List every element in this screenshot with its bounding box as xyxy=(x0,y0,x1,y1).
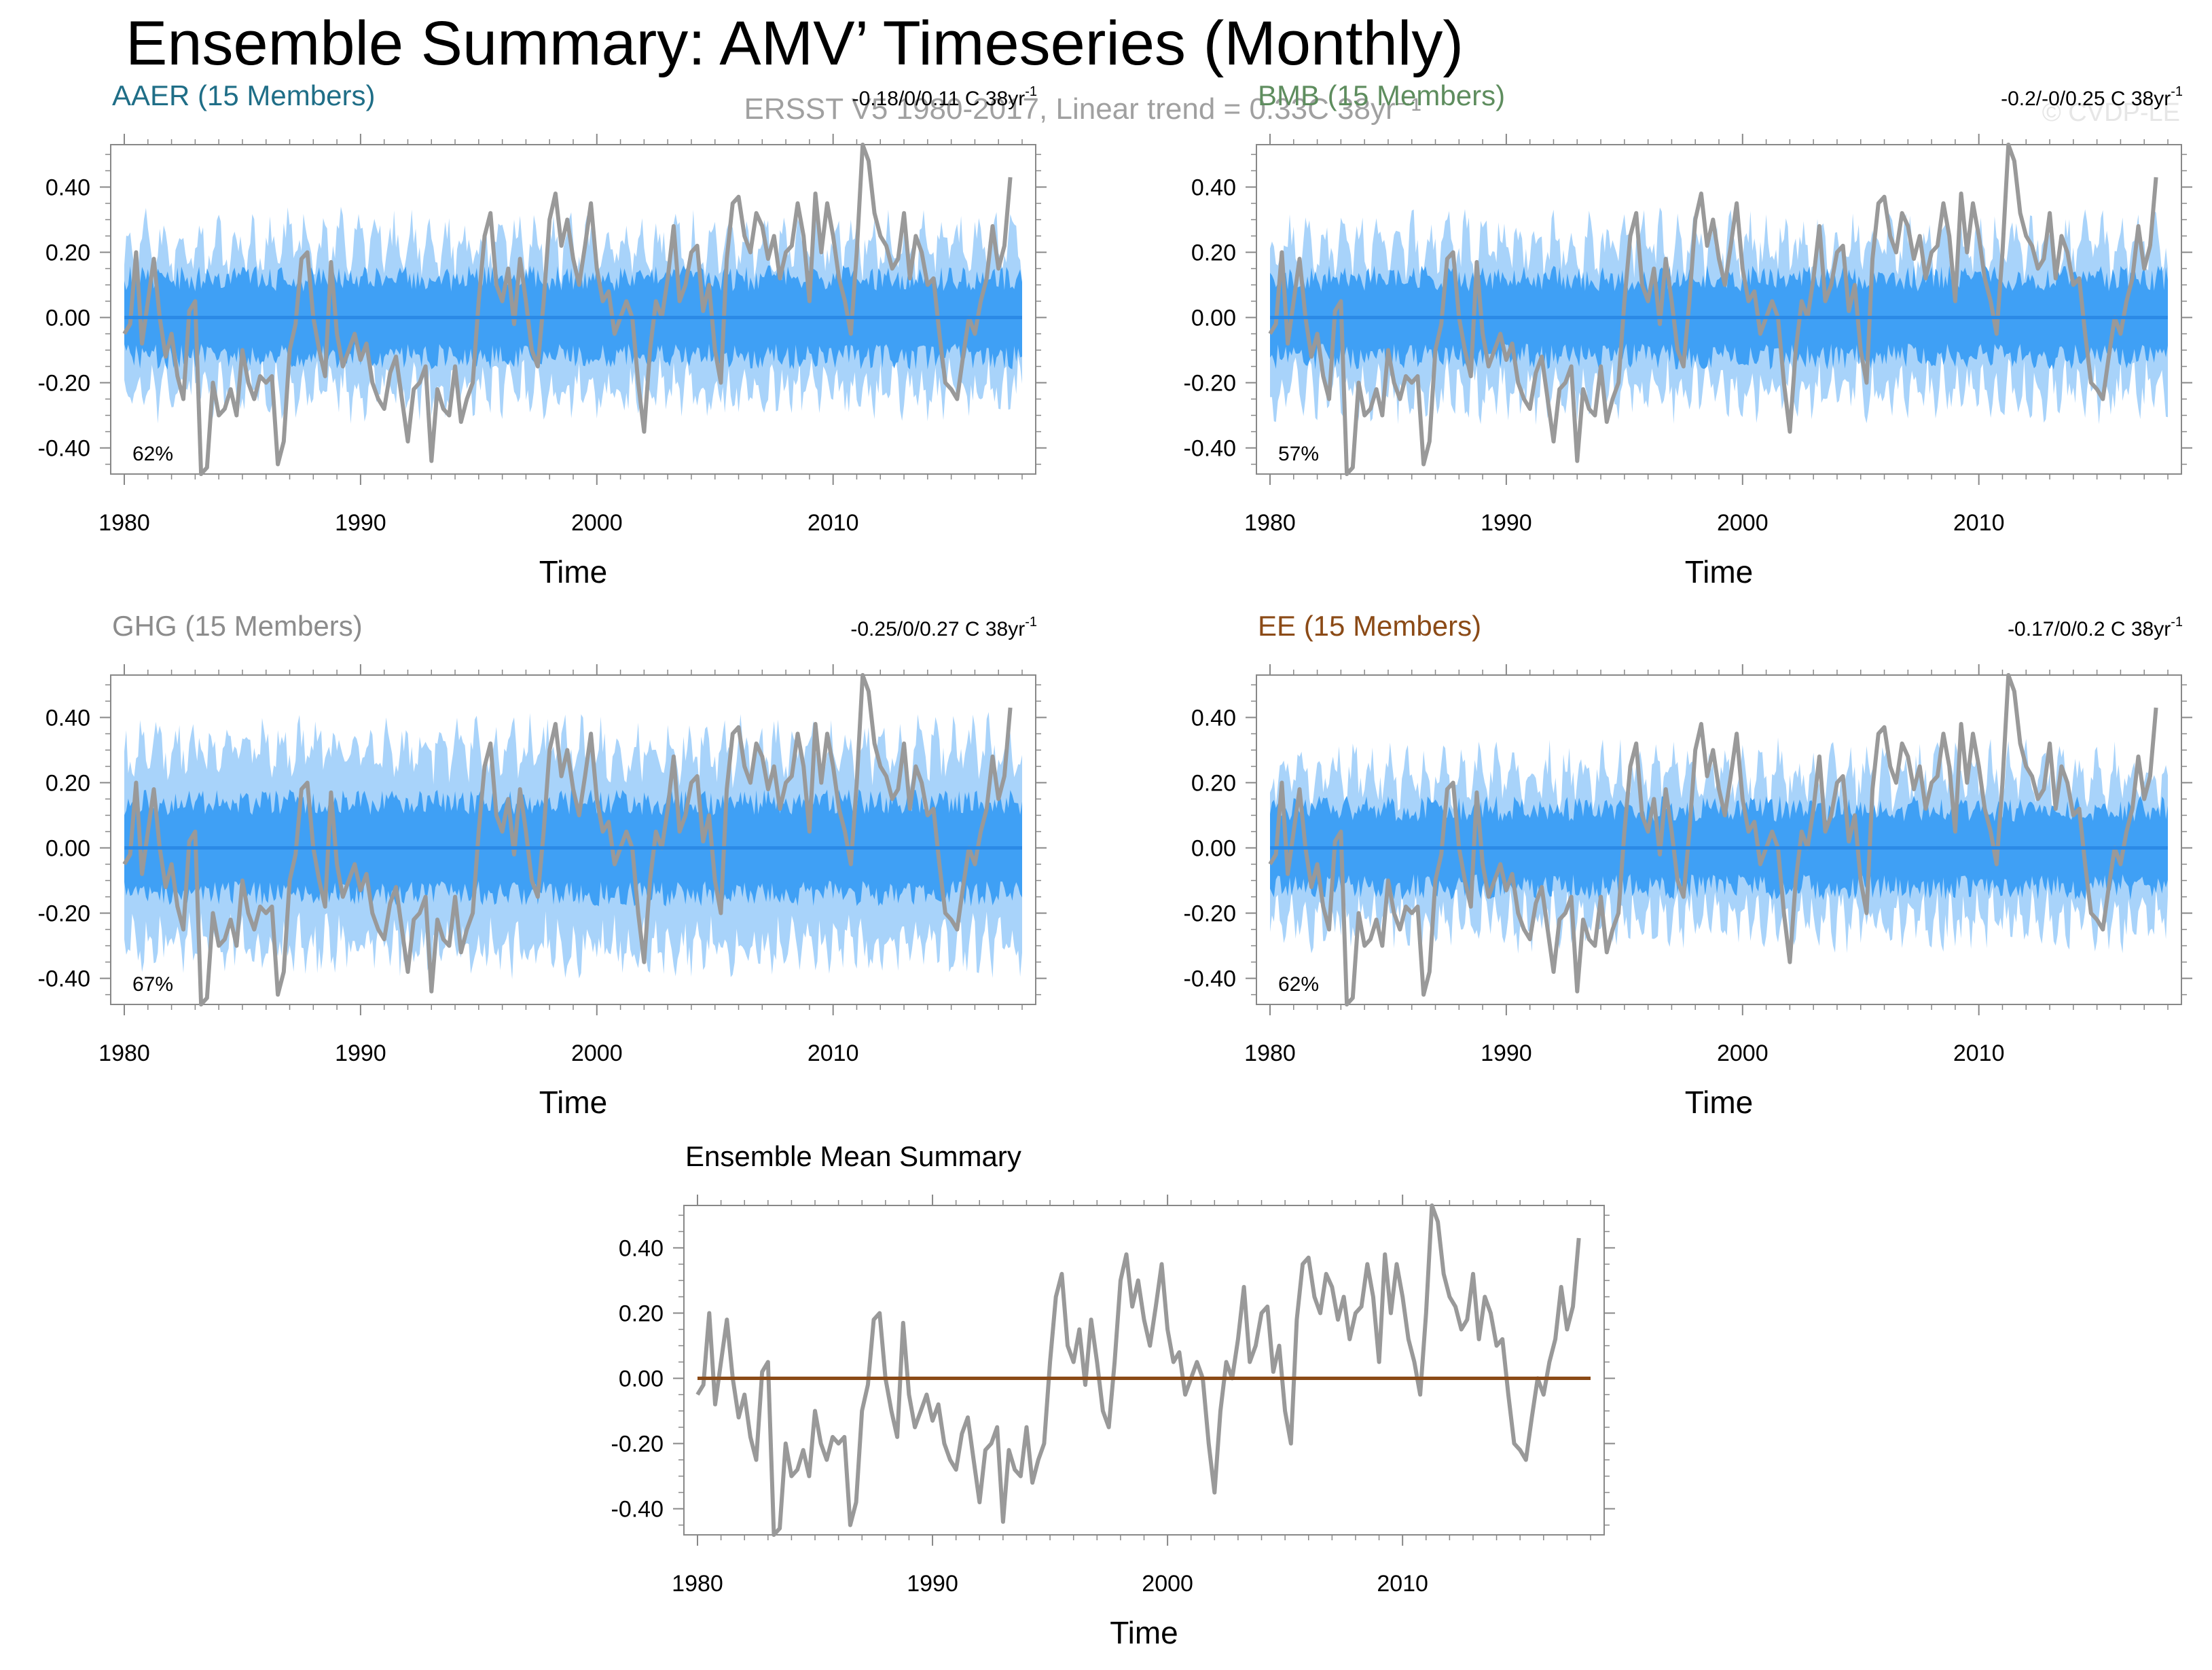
panel-title: Ensemble Mean Summary xyxy=(685,1140,1021,1172)
y-tick-label: -0.40 xyxy=(38,966,91,992)
obs-series-line xyxy=(1268,673,2158,1006)
trend-range-value: -0.2/-0/0.25 C 38yr xyxy=(2001,88,2171,110)
y-tick-label: 0.40 xyxy=(1191,705,1236,731)
figure-title: Ensemble Summary: AMV’ Timeseries (Month… xyxy=(126,9,1464,78)
y-tick-label: 0.20 xyxy=(1191,770,1236,796)
y-tick-label: -0.40 xyxy=(611,1497,664,1523)
x-tick-label: 2000 xyxy=(571,510,623,536)
y-tick-label: 0.40 xyxy=(46,175,90,200)
panel-aaer: 0.40 0.20 0.00 -0.20 -0.40 1980 1990 2000 2010 Ti… xyxy=(38,79,1047,589)
x-axis-label: Time xyxy=(539,554,608,589)
obs-series-line xyxy=(122,143,1013,476)
y-tick-label: 0.40 xyxy=(1191,175,1236,200)
trend-range-exponent: -1 xyxy=(2171,615,2183,630)
trend-range-value: -0.17/0/0.2 C 38yr xyxy=(2008,618,2171,640)
obs-series-line xyxy=(1268,143,2158,476)
y-tick-label: -0.20 xyxy=(1184,371,1237,397)
watermark: © CVDP-LE xyxy=(2042,98,2180,127)
trend-range-value: -0.25/0/0.27 C 38yr xyxy=(850,618,1025,640)
y-tick-label: -0.20 xyxy=(38,371,91,397)
trend-range-exponent: -1 xyxy=(1025,84,1037,99)
panel-title: BMB (15 Members) xyxy=(1258,79,1505,111)
panel-ghg: 0.40 0.20 0.00 -0.20 -0.40 1980 1990 2000 2010 Ti… xyxy=(38,610,1047,1120)
panel-ee: 0.40 0.20 0.00 -0.20 -0.40 1980 1990 2000 2010 Ti… xyxy=(1184,610,2192,1120)
x-tick-label: 1980 xyxy=(98,510,150,536)
panel-title: AAER (15 Members) xyxy=(112,79,375,111)
figure-subtitle: ERSST V5 1980-2017, Linear trend = 0.33C… xyxy=(744,92,1421,126)
x-tick-label: 2000 xyxy=(1142,1571,1193,1597)
panel-bmb: 0.40 0.20 0.00 -0.20 -0.40 1980 1990 2000 2010 Ti… xyxy=(1184,79,2192,589)
y-tick-label: 0.00 xyxy=(1191,836,1236,862)
trend-range-label: -0.25/0/0.27 C 38yr-1 xyxy=(850,615,1037,640)
x-tick-label: 1990 xyxy=(1481,1040,1532,1066)
trend-range-value: -0.18/0/0.11 C 38yr xyxy=(852,88,1026,110)
x-axis-label: Time xyxy=(1685,1085,1754,1120)
obs-series-line xyxy=(122,673,1013,1006)
x-tick-label: 1980 xyxy=(1244,1040,1296,1066)
x-tick-label: 2000 xyxy=(1717,1040,1769,1066)
panel-title: GHG (15 Members) xyxy=(112,610,363,642)
y-tick-label: -0.40 xyxy=(1184,436,1237,462)
plot-frame xyxy=(683,1205,1605,1536)
x-tick-label: 1980 xyxy=(1244,510,1296,536)
panel-title: EE (15 Members) xyxy=(1258,610,1481,642)
x-axis-label: Time xyxy=(539,1085,608,1120)
x-axis-label: Time xyxy=(1110,1615,1178,1650)
x-tick-label: 2010 xyxy=(808,1040,859,1066)
y-tick-label: 0.00 xyxy=(619,1366,664,1392)
y-tick-label: 0.40 xyxy=(619,1235,664,1261)
x-tick-label: 2010 xyxy=(1377,1571,1428,1597)
x-tick-label: 1980 xyxy=(98,1040,150,1066)
y-tick-label: 0.20 xyxy=(46,240,90,266)
trend-range-exponent: -1 xyxy=(1025,615,1037,630)
y-tick-label: -0.40 xyxy=(38,436,91,462)
percent-annotation: 57% xyxy=(1278,443,1319,465)
x-tick-label: 2000 xyxy=(1717,510,1769,536)
trend-range-exponent: -1 xyxy=(2171,84,2183,99)
x-tick-label: 1990 xyxy=(335,510,386,536)
y-tick-label: -0.20 xyxy=(1184,901,1237,927)
y-tick-label: -0.20 xyxy=(611,1432,664,1457)
percent-annotation: 62% xyxy=(1278,973,1319,996)
trend-range-label: -0.2/-0/0.25 C 38yr-1 xyxy=(2001,84,2183,110)
x-tick-label: 2000 xyxy=(571,1040,623,1066)
x-tick-label: 1990 xyxy=(335,1040,386,1066)
x-axis-label: Time xyxy=(1685,554,1754,589)
y-tick-label: -0.40 xyxy=(1184,966,1237,992)
percent-annotation: 62% xyxy=(132,443,173,465)
panels: 0.40 0.20 0.00 -0.20 -0.40 1980 1990 2000 2010 Ti… xyxy=(38,79,2192,1650)
y-tick-label: 0.00 xyxy=(46,306,90,331)
trend-range-label: -0.18/0/0.11 C 38yr-1 xyxy=(852,84,1037,110)
x-tick-label: 2010 xyxy=(1953,510,2005,536)
x-tick-label: 1990 xyxy=(907,1571,958,1597)
panel-mean: 0.40 0.20 0.00 -0.20 -0.40 1980 1990 2000 2010 Ti… xyxy=(611,1140,1615,1650)
x-tick-label: 2010 xyxy=(808,510,859,536)
trend-range-label: -0.17/0/0.2 C 38yr-1 xyxy=(2008,615,2183,640)
y-tick-label: 0.00 xyxy=(1191,306,1236,331)
x-tick-label: 1980 xyxy=(672,1571,723,1597)
percent-annotation: 67% xyxy=(132,973,173,996)
y-tick-label: 0.00 xyxy=(46,836,90,862)
y-tick-label: -0.20 xyxy=(38,901,91,927)
x-tick-label: 1990 xyxy=(1481,510,1532,536)
y-tick-label: 0.20 xyxy=(46,770,90,796)
obs-series-line xyxy=(695,1203,1581,1537)
y-tick-label: 0.20 xyxy=(1191,240,1236,266)
y-tick-label: 0.40 xyxy=(46,705,90,731)
y-tick-label: 0.20 xyxy=(619,1301,664,1326)
x-tick-label: 2010 xyxy=(1953,1040,2005,1066)
